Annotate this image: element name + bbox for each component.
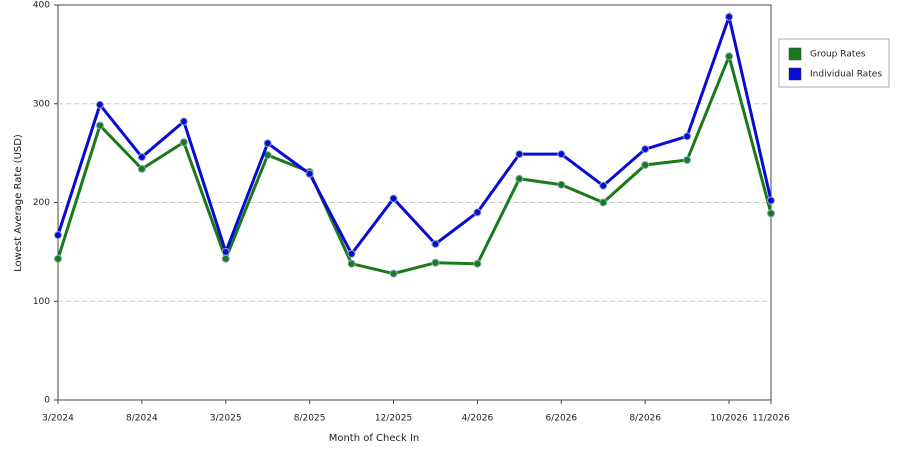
data-point — [221, 247, 230, 256]
data-point — [221, 254, 230, 263]
data-point — [389, 269, 398, 278]
legend-label: Individual Rates — [810, 70, 882, 80]
data-point — [179, 117, 188, 126]
x-tick-label: 4/2026 — [462, 414, 494, 424]
y-tick-label: 300 — [33, 99, 50, 109]
y-tick-label: 200 — [33, 198, 50, 208]
legend-swatch — [788, 47, 802, 61]
data-point — [305, 169, 314, 178]
x-tick-label: 3/2025 — [210, 414, 242, 424]
data-point — [95, 121, 104, 130]
data-point — [347, 249, 356, 258]
x-tick-label: 11/2026 — [752, 414, 790, 424]
data-point — [137, 164, 146, 173]
data-point — [515, 150, 524, 159]
data-point — [599, 181, 608, 190]
x-tick-label: 6/2026 — [545, 414, 577, 424]
x-tick-label: 8/2024 — [126, 414, 158, 424]
data-point — [641, 145, 650, 154]
data-point — [725, 12, 734, 21]
data-point — [683, 132, 692, 141]
y-tick-label: 100 — [33, 297, 50, 307]
x-tick-label: 12/2025 — [375, 414, 412, 424]
series-line — [56, 51, 773, 276]
data-point — [641, 160, 650, 169]
legend-swatch — [788, 67, 802, 81]
x-tick-label: 10/2026 — [710, 414, 748, 424]
data-point — [767, 196, 775, 205]
data-point — [137, 153, 146, 162]
x-tick-label: 8/2025 — [294, 414, 326, 424]
y-tick-label: 0 — [44, 396, 50, 406]
data-point — [54, 231, 62, 240]
data-point — [725, 52, 734, 61]
data-point — [179, 138, 188, 147]
data-point — [54, 254, 62, 263]
data-point — [473, 259, 482, 268]
x-axis-label: Month of Check In — [329, 433, 420, 444]
data-point — [263, 139, 272, 148]
y-tick-label: 400 — [33, 1, 50, 11]
data-point — [515, 174, 524, 183]
data-point — [683, 156, 692, 165]
data-point — [347, 259, 356, 268]
data-point — [473, 208, 482, 217]
data-point — [431, 258, 440, 267]
data-point — [599, 198, 608, 207]
data-point — [557, 180, 566, 189]
data-point — [389, 194, 398, 203]
x-tick-label: 3/2024 — [42, 414, 74, 424]
series-line — [56, 11, 773, 257]
y-axis-label: Lowest Average Rate (USD) — [13, 134, 24, 272]
data-point — [431, 239, 440, 248]
data-point — [95, 100, 104, 109]
legend-label: Group Rates — [810, 50, 866, 60]
data-point — [557, 150, 566, 159]
x-tick-label: 8/2026 — [629, 414, 661, 424]
data-point — [767, 209, 775, 218]
